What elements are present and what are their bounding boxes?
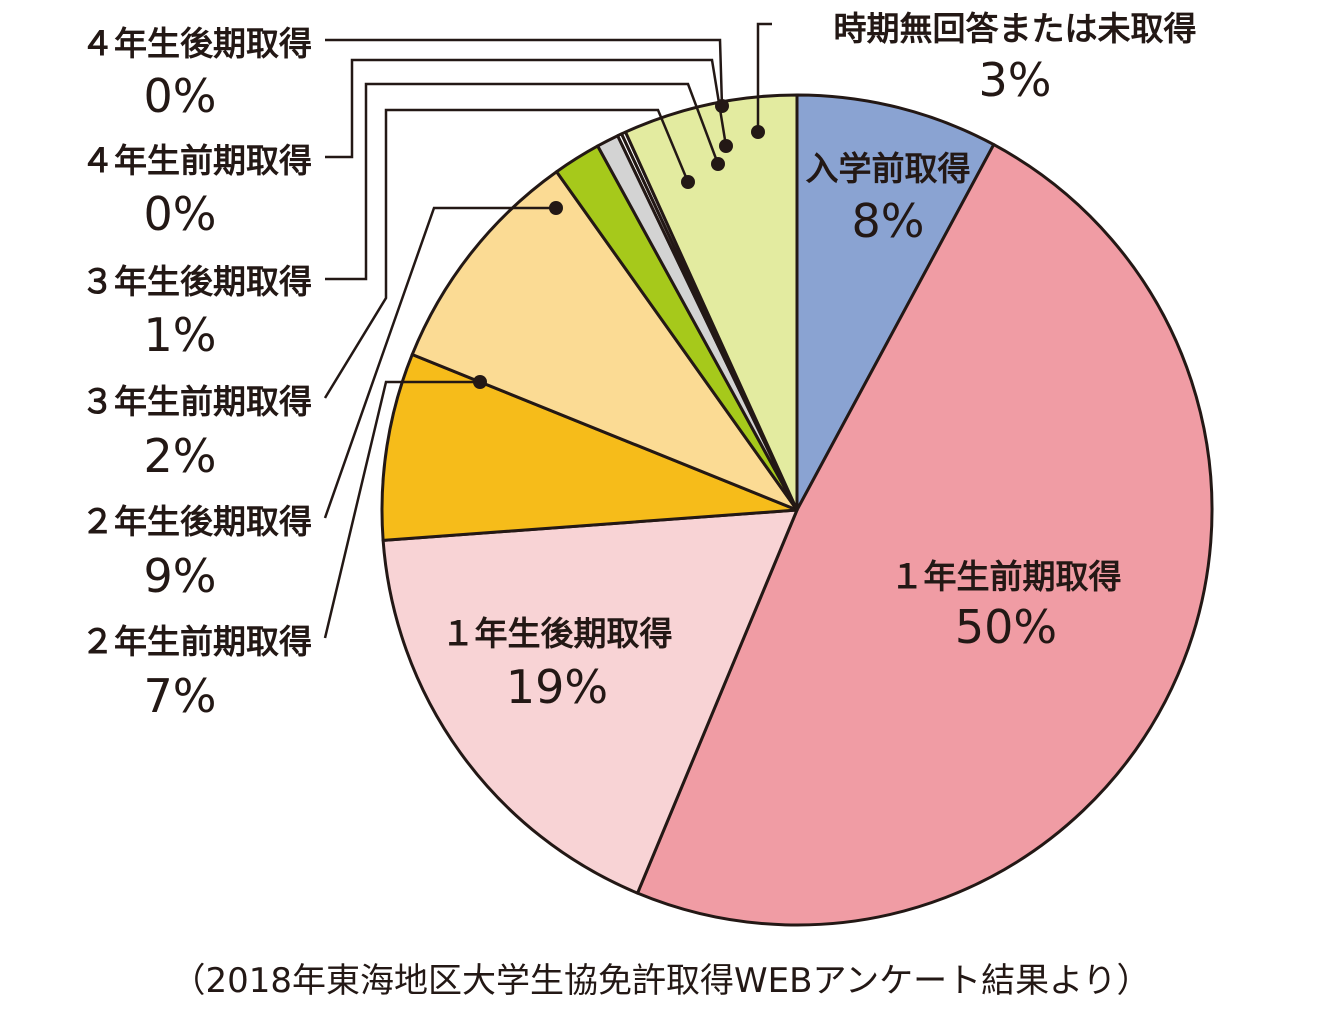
label-name-y2-first: ２年生前期取得 bbox=[81, 622, 312, 661]
pie-slice-y2-second bbox=[410, 170, 799, 512]
label-pct-y3-first: 2% bbox=[144, 429, 217, 483]
label-pct-y3-second: 1% bbox=[144, 308, 217, 362]
leader-lines bbox=[323, 22, 772, 639]
leader-line-y4-first bbox=[325, 58, 728, 159]
leader-dot-y4-first bbox=[719, 139, 733, 153]
label-name-y4-first: ４年生前期取得 bbox=[81, 141, 312, 180]
label-name-y1-second: １年生後期取得 bbox=[442, 614, 673, 653]
label-pct-y4-second: 0% bbox=[144, 69, 217, 123]
label-pct-y1-first: 50% bbox=[955, 600, 1057, 654]
label-pct-y4-first: 0% bbox=[144, 187, 217, 241]
leader-dot-y2-first bbox=[473, 375, 487, 389]
leader-dot-y2-second bbox=[549, 201, 563, 215]
label-pct-y2-second: 9% bbox=[144, 549, 217, 603]
leader-dot-y4-second bbox=[715, 99, 729, 113]
leader-line-y3-first bbox=[323, 108, 690, 399]
leader-line-y2-second bbox=[323, 206, 556, 519]
leader-line-y2-first bbox=[323, 380, 480, 639]
label-pct-y1-second: 19% bbox=[506, 660, 608, 714]
label-name-y4-second: ４年生後期取得 bbox=[81, 24, 312, 63]
source-note: （2018年東海地区大学生協免許取得WEBアンケート結果より） bbox=[172, 961, 1151, 1001]
label-name-no-answer: 時期無回答または未取得 bbox=[834, 9, 1197, 48]
label-name-y2-second: ２年生後期取得 bbox=[81, 502, 312, 541]
pie-slice-pre-admission bbox=[795, 93, 996, 512]
leader-dot-y3-second bbox=[711, 157, 725, 171]
label-pct-y2-first: 7% bbox=[144, 669, 217, 723]
label-name-pre-admission: 入学前取得 bbox=[806, 149, 971, 188]
pie-slice-no-answer bbox=[624, 93, 799, 512]
label-name-y1-first: １年生前期取得 bbox=[891, 557, 1122, 596]
pie-slice-y1-first bbox=[636, 143, 1214, 927]
label-pct-pre-admission: 8% bbox=[852, 194, 925, 248]
label-pct-no-answer: 3% bbox=[979, 53, 1052, 107]
leader-dot-y3-first bbox=[681, 175, 695, 189]
pie-slice-y1-second bbox=[381, 508, 799, 895]
leader-dot-no-answer bbox=[751, 125, 765, 139]
leader-line-y3-second bbox=[325, 82, 720, 281]
pie-slice-y2-first bbox=[380, 353, 799, 542]
leader-line-no-answer bbox=[756, 22, 772, 132]
leader-line-y4-second bbox=[325, 38, 724, 107]
pie-slices bbox=[380, 93, 1214, 927]
label-name-y3-second: ３年生後期取得 bbox=[81, 262, 312, 301]
label-name-y3-first: ３年生前期取得 bbox=[81, 382, 312, 421]
